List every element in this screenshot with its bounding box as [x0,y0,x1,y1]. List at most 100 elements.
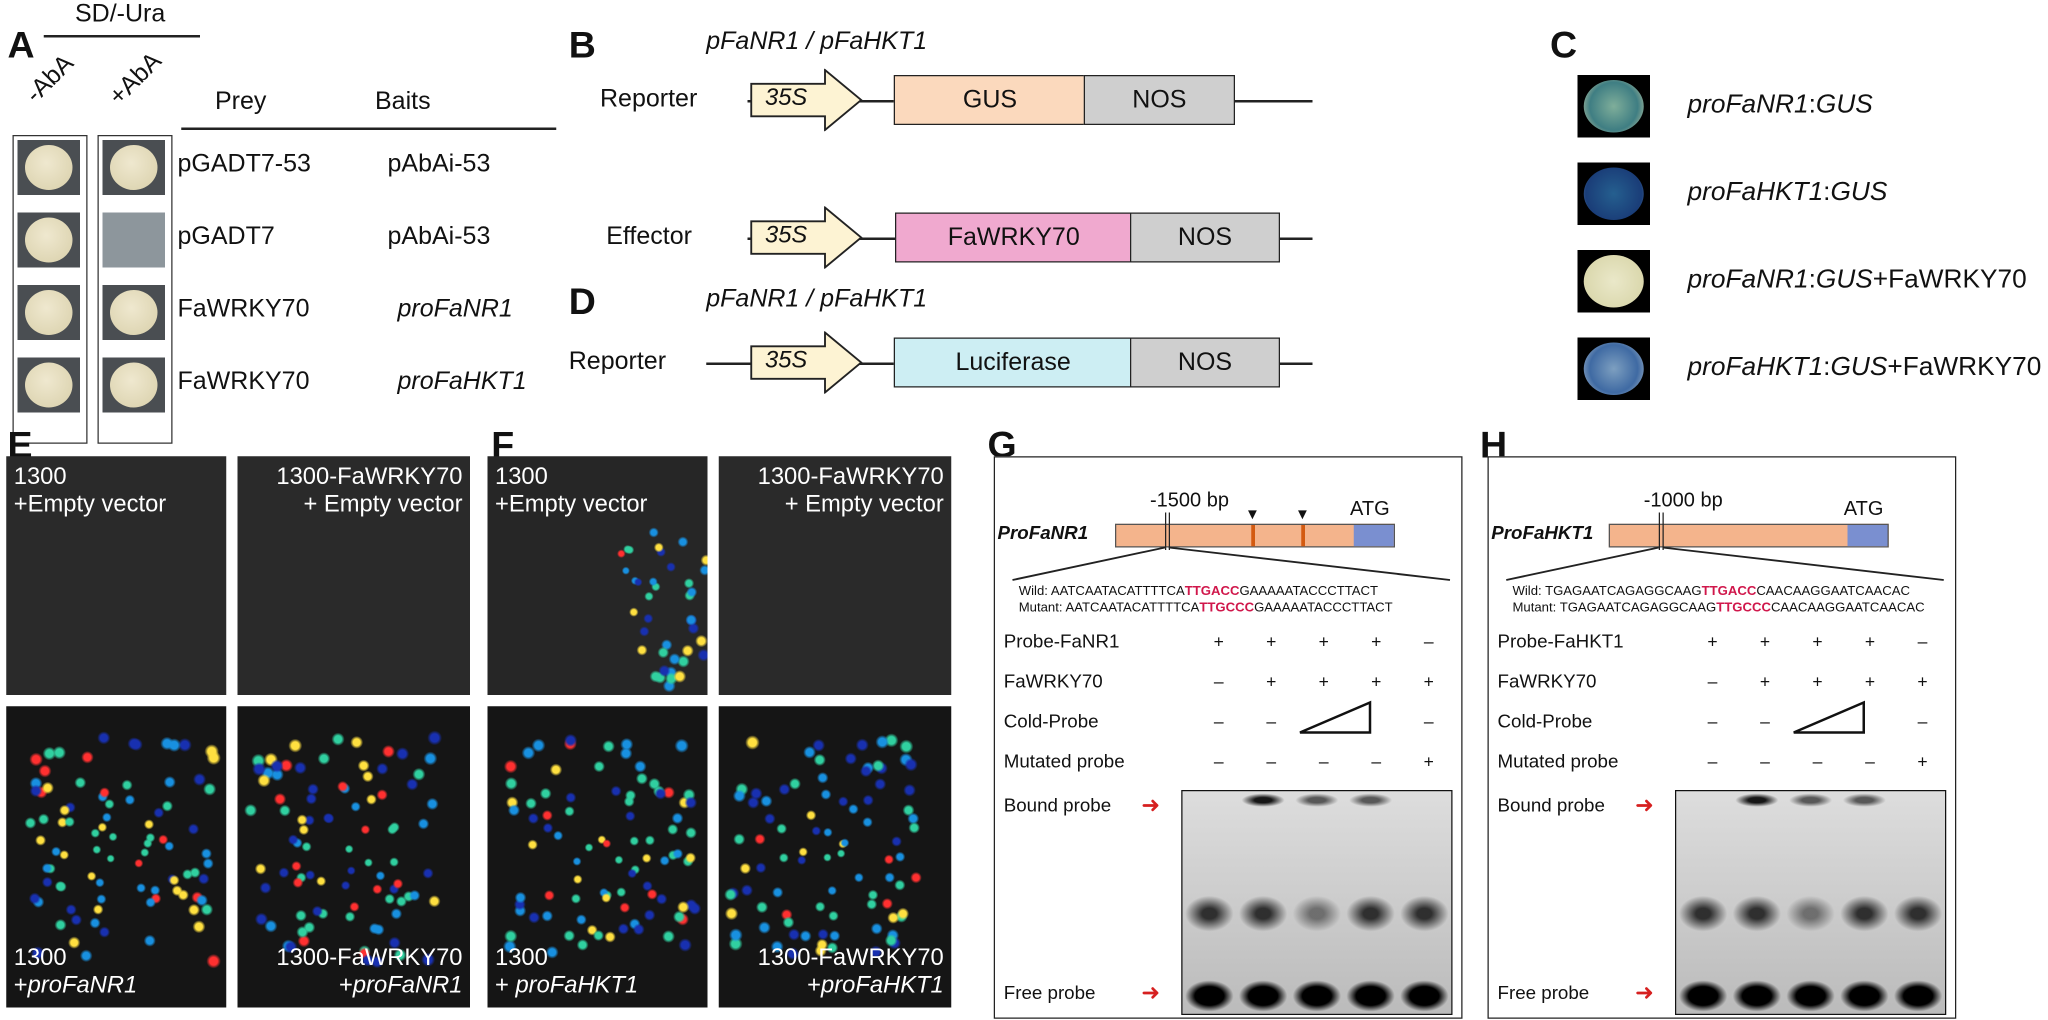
lane-sign: + [1371,631,1382,652]
bound-probe-arrow: ➜ [1141,792,1161,818]
lane-sign: – [1318,751,1329,772]
lane-sign: – [1865,751,1875,772]
lane-sign: – [1371,751,1382,772]
plus-aba-label: +AbA [103,47,168,111]
bait-name: pAbAi-53 [387,222,491,251]
bound-probe-label: Bound probe [1497,795,1605,817]
wild-sequence: Wild: AATCAATACATTTTCATTGACCGAAAAATACCCT… [1019,584,1378,599]
lane-sign: + [1423,751,1434,772]
35s-label: 35S [765,347,808,374]
sequence-5prime: TGAGAATCAGAGGCAAG [1545,583,1702,599]
bait-name: pAbAi-53 [387,150,491,178]
yeast-plate [17,212,80,268]
lane-sign: – [1266,751,1277,772]
gus-box: GUS [893,75,1087,125]
lane-sign: + [1759,671,1771,692]
lane-sign: – [1213,671,1224,692]
sequence-5prime: AATCAATACATTTTCA [1050,583,1185,599]
lane-sign: – [1812,751,1823,772]
wild-sequence: Wild: TGAGAATCAGAGGCAAGTTGACCCAACAAGGAAT… [1513,584,1910,599]
lane-sign: – [1213,751,1224,772]
lane-sign: + [1318,671,1329,692]
luciferase-box: Luciferase [893,337,1133,388]
caption-line: 1300 [13,945,67,972]
yeast-colony [110,145,158,190]
nos-box: NOS [1083,75,1235,125]
mutant-prefix: Mutant: [1512,600,1560,615]
gus-stain-image [1577,75,1650,138]
atg-region [1847,525,1888,547]
wild-prefix: Wild: [1018,583,1051,599]
sequence-5prime: TGAGAATCAGAGGCAAG [1559,600,1717,615]
lane-sign: + [1318,631,1329,652]
nos-box: NOS [1130,337,1280,388]
lane-sign: – [1266,711,1277,732]
emsa-row-label: Probe-FaHKT1 [1497,631,1624,653]
caption-prefix: + [807,972,821,999]
free-probe-arrow: ➜ [1635,980,1654,1005]
gus-construct-label: proFaHKT1:GUS+FaWRKY70 [1687,352,2042,382]
luminescence-image: 1300 + proFaHKT1 [487,706,708,1008]
caption-line: 1300-FaWRKY70 [276,463,463,490]
lane-sign: + [1759,631,1771,652]
promoter-name: proFaNR1 [1687,265,1809,294]
panel-b-label: B [568,25,596,67]
sequence-3prime: GAAAAATACCCTTACT [1239,583,1379,599]
nos-box: NOS [1130,212,1280,263]
yeast-colony [25,290,73,335]
fawrky70-box: FaWRKY70 [895,212,1133,263]
free-probe-label: Free probe [1003,982,1096,1004]
promoter-name: ProFaHKT1 [1491,522,1594,544]
baits-header: Baits [375,87,431,116]
zoom-lines [1506,546,1944,581]
position-label: -1000 bp [1643,490,1723,512]
emsa-row-label: Probe-FaNR1 [1003,631,1120,653]
promoter-name: proFaHKT1 [515,972,639,999]
zoom-lines [1012,546,1451,581]
yeast-colony [25,217,73,263]
gus-construct-label: proFaNR1:GUS+FaWRKY70 [1687,265,2027,294]
lane-sign: – [1423,711,1434,732]
binding-site-arrow: ▼ [1245,505,1260,523]
gus-construct-label: proFaNR1:GUS [1687,90,1873,119]
promoter-bar [1301,523,1889,548]
position-label: -1500 bp [1150,490,1229,512]
emsa-gel [1675,790,1947,1015]
panel-d-label: D [568,281,596,323]
promoter-name: proFaNR1 [27,972,138,999]
lane-sign: + [1213,631,1224,652]
yeast-plate [17,357,80,413]
luminescence-image: 1300-FaWRKY70 +proFaHKT1 [718,706,952,1008]
caption-line: 1300-FaWRKY70 [757,463,944,490]
promoter-name: proFaNR1 [1687,90,1809,119]
atg-label: ATG [1350,498,1390,520]
lane-sign: – [1707,751,1718,772]
reporter-label: Reporter [568,347,667,376]
sequence-3prime: GAAAAATACCCTTACT [1254,600,1393,615]
image-caption: 1300-FaWRKY70 +proFaNR1 [276,945,462,1000]
plus-aba-column [97,135,173,444]
free-probe-arrow: ➜ [1141,980,1161,1005]
cold-probe-gradient-triangle [1793,700,1865,734]
wrky-core-motif: TTGACC [1701,583,1757,599]
gus-name: GUS [1815,90,1873,119]
lane-sign: + [1812,671,1823,692]
medium-underline [43,35,200,37]
caption-line: + Empty vector [784,491,944,518]
gus-name: GUS [1830,177,1888,207]
yeast-colony [25,362,73,408]
break-mark [1658,512,1664,550]
image-caption: 1300-FaWRKY70 + Empty vector [276,464,462,519]
emsa-row-label: Cold-Probe [1003,711,1099,733]
image-caption: 1300 +Empty vector [495,464,647,519]
image-caption: 1300 +proFaNR1 [14,945,137,1000]
yeast-plate [17,285,80,340]
gus-stain-image [1577,337,1650,400]
sequence-3prime: CAACAAGGAATCAACAC [1770,600,1925,615]
effector-name: +FaWRKY70 [1872,265,2027,294]
luminescence-image: 1300 +proFaNR1 [6,706,227,1008]
luminescence-image: 1300-FaWRKY70 + Empty vector [237,456,470,695]
caption-line: 1300-FaWRKY70 [757,945,944,972]
lane-sign: – [1917,711,1928,732]
gus-name: GUS [1830,352,1888,382]
